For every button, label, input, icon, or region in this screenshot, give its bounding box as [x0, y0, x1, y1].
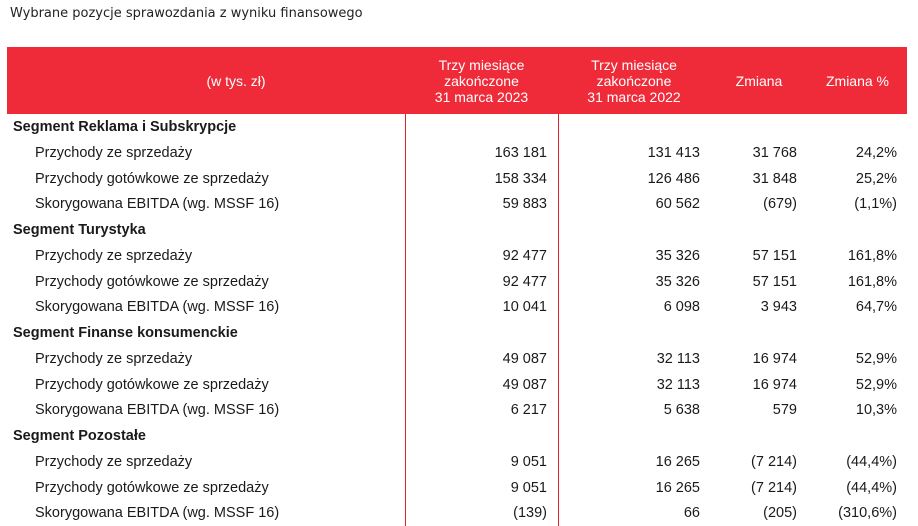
cell-value: (205)	[763, 505, 797, 522]
section-title: Segment Reklama i Subskrypcje	[13, 119, 237, 135]
cell-value: 31 848	[752, 170, 797, 187]
cell-value: 16 265	[655, 453, 700, 470]
cell-value: 131 413	[647, 144, 700, 161]
column-header-line: Trzy miesiące	[438, 56, 525, 73]
cell-value: 6 217	[510, 402, 547, 419]
cell-value: 32 113	[656, 350, 700, 367]
cell-value: 57 151	[752, 247, 797, 264]
cell-value: 32 113	[656, 376, 700, 393]
cell-value: (139)	[513, 505, 547, 522]
cell-value: 24,2%	[855, 144, 897, 161]
column-header-line: zakończone	[596, 72, 672, 89]
cell-value: 3 943	[760, 299, 797, 316]
row-label: Przychody ze sprzedaży	[35, 247, 193, 264]
column-header-line: 31 marca 2023	[434, 88, 529, 105]
column-divider	[558, 114, 559, 526]
cell-value: 16 974	[752, 376, 797, 393]
column-divider	[405, 114, 406, 526]
cell-value: 60 562	[655, 196, 700, 213]
column-header: (w tys. zł)	[7, 47, 405, 114]
row-label: Przychody ze sprzedaży	[35, 453, 193, 470]
row-label: Przychody gotówkowe ze sprzedaży	[35, 273, 269, 290]
cell-value: 31 768	[752, 144, 797, 161]
column-header: Zmiana	[710, 47, 808, 114]
cell-value: 16 974	[752, 350, 797, 367]
cell-value: 579	[772, 402, 797, 419]
column-header: Zmiana %	[808, 47, 907, 114]
cell-value: 6 098	[663, 299, 700, 316]
cell-value: 66	[683, 505, 700, 522]
row-label: Przychody ze sprzedaży	[35, 144, 193, 161]
row-label: Skorygowana EBITDA (wg. MSSF 16)	[35, 505, 280, 522]
row-label: Skorygowana EBITDA (wg. MSSF 16)	[35, 402, 280, 419]
column-header-line: (w tys. zł)	[206, 72, 266, 89]
cell-value: 49 087	[502, 350, 547, 367]
cell-value: (1,1%)	[854, 196, 897, 213]
section-title: Segment Pozostałe	[13, 428, 146, 444]
cell-value: 64,7%	[855, 299, 897, 316]
column-header-line: Zmiana %	[825, 72, 890, 89]
cell-value: 57 151	[752, 273, 797, 290]
cell-value: 92 477	[502, 273, 547, 290]
cell-value: 158 334	[494, 170, 547, 187]
cell-value: 9 051	[510, 453, 547, 470]
cell-value: 49 087	[502, 376, 547, 393]
row-label: Przychody ze sprzedaży	[35, 350, 193, 367]
row-label: Przychody gotówkowe ze sprzedaży	[35, 170, 269, 187]
column-header-line: 31 marca 2022	[587, 88, 681, 105]
section-title: Segment Turystyka	[13, 222, 146, 238]
cell-value: 59 883	[502, 196, 547, 213]
cell-value: 126 486	[647, 170, 700, 187]
table-header-band	[7, 47, 907, 114]
row-label: Skorygowana EBITDA (wg. MSSF 16)	[35, 299, 280, 316]
column-header-line: zakończone	[444, 72, 519, 89]
cell-value: 5 638	[663, 402, 700, 419]
cell-value: 52,9%	[855, 376, 897, 393]
cell-value: 163 181	[494, 144, 547, 161]
row-label: Przychody gotówkowe ze sprzedaży	[35, 376, 269, 393]
row-label: Skorygowana EBITDA (wg. MSSF 16)	[35, 196, 280, 213]
cell-value: 92 477	[502, 247, 547, 264]
cell-value: 16 265	[655, 479, 700, 496]
column-header: Trzy miesiące zakończone 31 marca 2023	[405, 47, 558, 114]
cell-value: (44,4%)	[846, 479, 897, 496]
cell-value: 52,9%	[855, 350, 897, 367]
cell-value: 9 051	[510, 479, 547, 496]
cell-value: 161,8%	[847, 273, 897, 290]
page-title: Wybrane pozycje sprawozdania z wyniku fi…	[10, 6, 363, 21]
cell-value: (7 214)	[751, 479, 797, 496]
row-label: Przychody gotówkowe ze sprzedaży	[35, 479, 269, 496]
cell-value: (310,6%)	[838, 505, 897, 522]
column-header-line: Zmiana	[735, 72, 783, 89]
cell-value: 10 041	[502, 299, 547, 316]
cell-value: 25,2%	[855, 170, 897, 187]
cell-value: 161,8%	[847, 247, 897, 264]
cell-value: (44,4%)	[846, 453, 897, 470]
column-header-line: Trzy miesiące	[591, 56, 677, 73]
cell-value: 35 326	[655, 273, 700, 290]
cell-value: (7 214)	[751, 453, 797, 470]
column-header: Trzy miesiące zakończone 31 marca 2022	[558, 47, 710, 114]
cell-value: 10,3%	[855, 402, 897, 419]
section-title: Segment Finanse konsumenckie	[13, 325, 238, 341]
cell-value: (679)	[763, 196, 797, 213]
cell-value: 35 326	[655, 247, 700, 264]
